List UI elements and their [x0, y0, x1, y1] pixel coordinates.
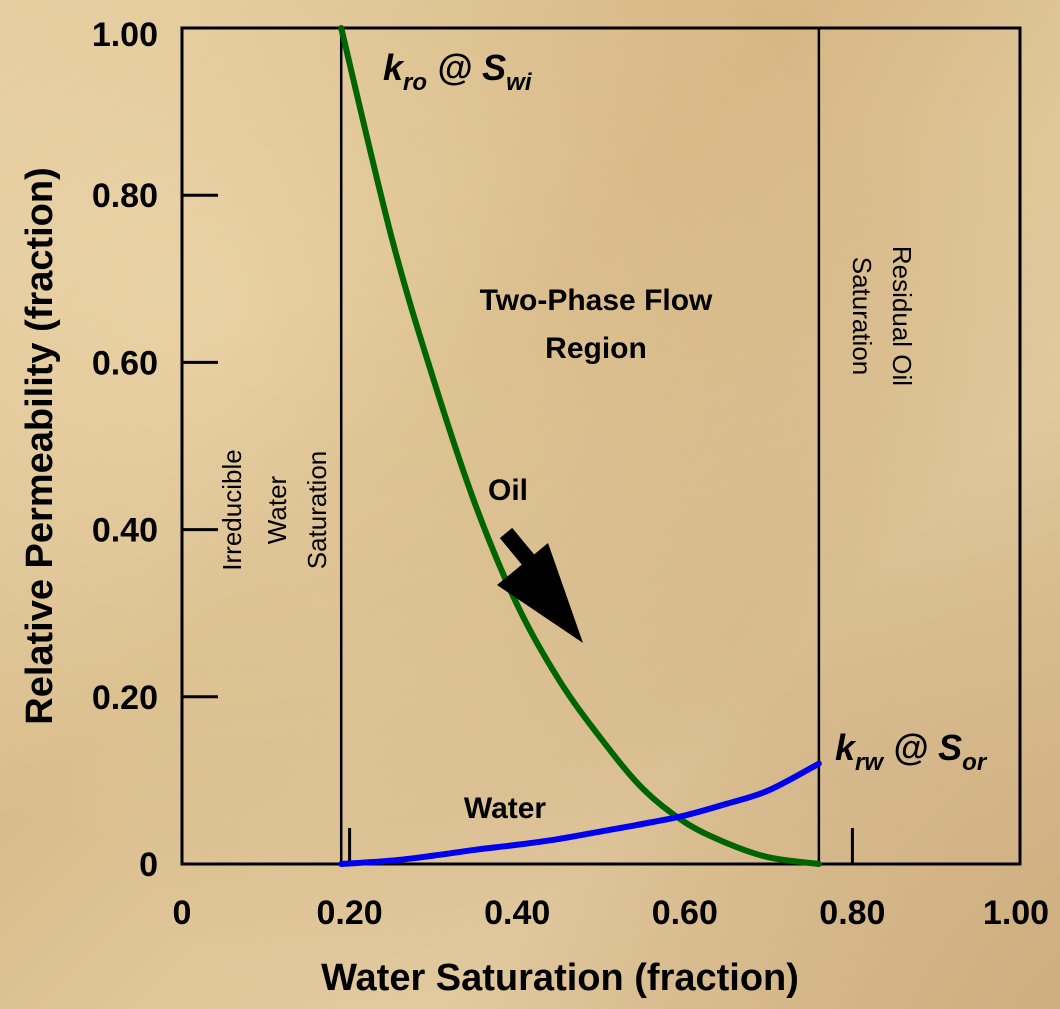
x-axis-title: Water Saturation (fraction)	[321, 957, 799, 999]
krw-k: k	[835, 727, 857, 768]
plot-frame	[180, 26, 1022, 866]
x-tick-label: 0.80	[819, 894, 885, 932]
y-tick-label: 0.80	[92, 177, 158, 215]
irreducible-water-saturation-label: Irreducible Water Saturation	[217, 449, 332, 570]
two-phase-flow-label-line1: Two-Phase Flow	[480, 284, 713, 317]
irreducible-label-line1: Irreducible	[217, 449, 247, 570]
x-tick-label: 0.40	[484, 894, 550, 932]
x-tick-label: 1.00	[983, 894, 1049, 932]
x-tick-label: 0.20	[317, 894, 383, 932]
krw-sub2: or	[962, 749, 988, 776]
krw-sor-label: krw @ Sor	[835, 727, 988, 776]
kro-at: @ S	[427, 47, 506, 88]
y-tick-label: 0.40	[92, 512, 158, 550]
residual-label-line1: Residual Oil	[887, 246, 917, 386]
krw-sub: rw	[855, 749, 884, 776]
x-axis-ticks: 0 0.20 0.40 0.60 0.80 1.00	[173, 894, 1050, 932]
krw-at: @ S	[883, 727, 962, 768]
residual-label-line2: Saturation	[847, 257, 877, 376]
y-axis-ticks: 0 0.20 0.40 0.60 0.80 1.00	[92, 16, 218, 884]
kro-sub2: wi	[506, 69, 533, 96]
x-tick-label: 0.60	[652, 894, 718, 932]
x-tick-label: 0	[173, 894, 192, 932]
y-tick-label: 0	[139, 846, 158, 884]
x-axis-inner-ticks	[348, 828, 854, 864]
irreducible-label-line2: Water	[262, 475, 292, 544]
irreducible-label-line3: Saturation	[302, 451, 332, 570]
water-curve	[338, 760, 822, 867]
kro-k: k	[383, 47, 405, 88]
y-tick-label: 0.20	[92, 679, 158, 717]
y-tick-label: 0.60	[92, 344, 158, 382]
oil-curve	[338, 25, 822, 867]
kro-swi-label: kro @ Swi	[383, 47, 533, 96]
oil-curve-label: Oil	[488, 474, 528, 507]
y-tick-label: 1.00	[92, 16, 158, 54]
y-axis-title: Relative Permeability (fraction)	[19, 167, 61, 725]
two-phase-flow-label-line2: Region	[545, 332, 647, 365]
kro-sub: ro	[403, 69, 427, 96]
water-curve-label: Water	[464, 792, 547, 825]
residual-oil-saturation-label: Residual Oil Saturation	[847, 246, 917, 386]
arrow-icon	[497, 527, 583, 643]
